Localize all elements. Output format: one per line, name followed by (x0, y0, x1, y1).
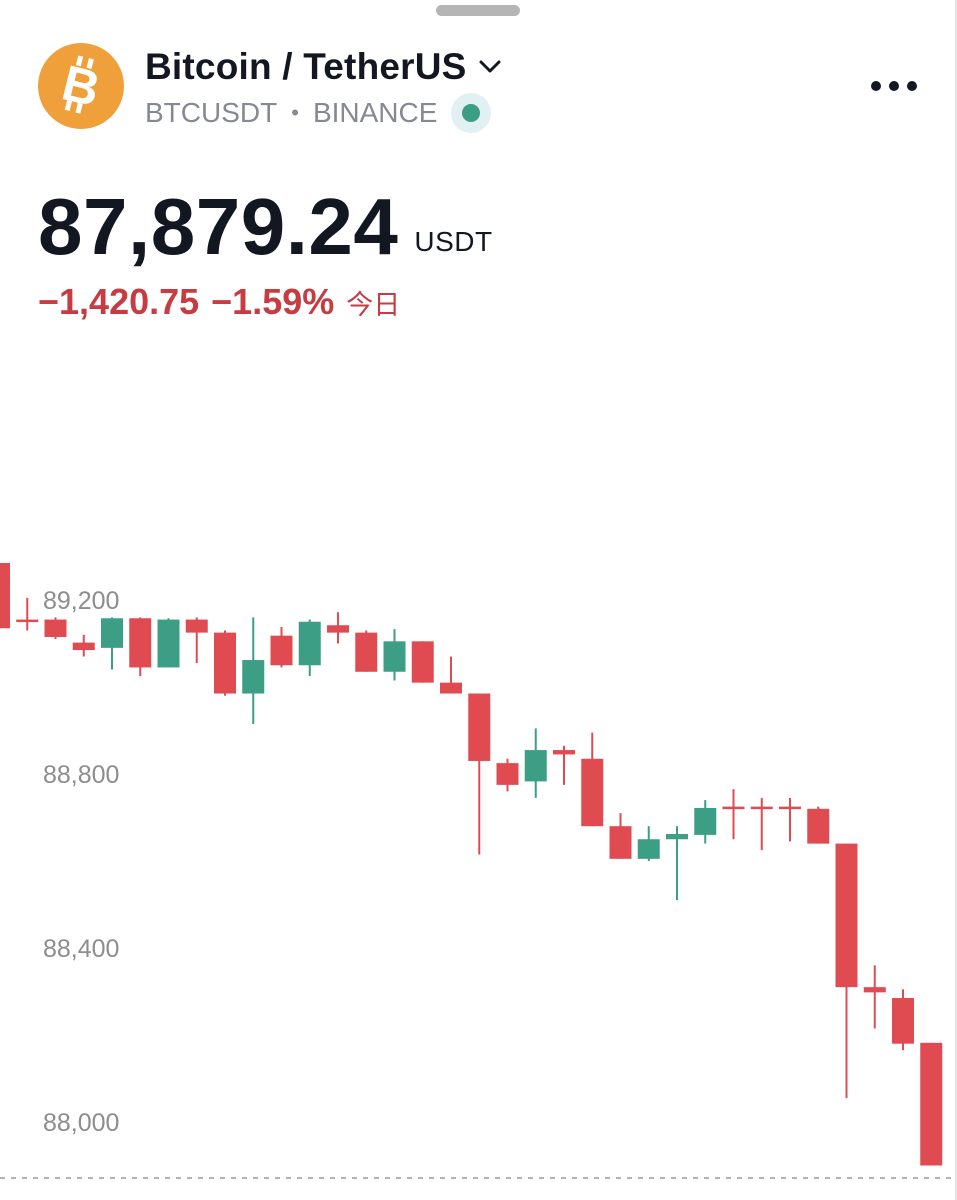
candle (722, 789, 745, 840)
candle-body (298, 621, 321, 666)
candle (637, 826, 660, 861)
candle (807, 806, 830, 844)
candle-body (0, 563, 10, 629)
ticker-label: BTCUSDT (145, 97, 278, 128)
candles (0, 563, 943, 1166)
candle-body (101, 618, 123, 648)
candle-body (440, 682, 462, 694)
exchange-label: BINANCE (312, 97, 438, 128)
candle (892, 989, 914, 1051)
candle-body (609, 826, 632, 859)
candle (242, 617, 265, 724)
candle-body (892, 998, 914, 1044)
candle (44, 617, 67, 640)
candle-body (72, 642, 95, 651)
candle-body (270, 635, 293, 666)
symbol-subtitle: BTCUSDT • BINANCE (145, 93, 492, 133)
candle (411, 641, 434, 683)
candle-body (411, 641, 434, 683)
candle (496, 758, 519, 792)
change-period: 今日 (346, 289, 401, 320)
candle-body (637, 839, 660, 859)
candle-body (779, 806, 801, 810)
change-absolute: −1,420.75 (38, 281, 200, 322)
candle (72, 634, 95, 657)
last-price: 87,879.24 (38, 182, 399, 271)
candle (779, 797, 801, 842)
bitcoin-icon: B (38, 43, 124, 129)
separator-dot: • (291, 100, 299, 125)
candle-body (355, 632, 378, 672)
more-options-button[interactable] (862, 66, 926, 106)
candle (16, 597, 39, 631)
candle-body (327, 625, 349, 633)
change-percent: −1.59% (211, 281, 335, 322)
candle-body (496, 763, 519, 785)
price-chart[interactable]: 89,200 88,800 88,400 88,000 (0, 520, 957, 1200)
candle (920, 1042, 943, 1166)
candle-body (750, 806, 773, 810)
candle-body (524, 750, 547, 782)
candle-body (185, 619, 208, 633)
candle (298, 619, 321, 677)
y-axis-tick-label: 88,400 (43, 935, 119, 963)
candle (327, 612, 349, 644)
candle-body (16, 619, 39, 623)
candle (694, 800, 717, 844)
candle-body (44, 619, 67, 637)
candle (101, 617, 123, 670)
candle-body (920, 1042, 943, 1166)
price-row: 87,879.24 USDT (38, 184, 493, 270)
candle (0, 563, 10, 629)
sheet-grab-handle[interactable] (436, 5, 520, 16)
sheet-edge (955, 0, 957, 1200)
candle-body (581, 758, 604, 827)
chevron-down-icon (479, 60, 501, 79)
candle-body (553, 750, 575, 755)
candle-body (129, 618, 152, 668)
candle-body (863, 987, 886, 993)
candle (609, 813, 632, 859)
change-row: −1,420.75 −1.59% 今日 (38, 280, 400, 324)
candle-body (157, 619, 180, 668)
candle (129, 617, 152, 677)
candle (214, 630, 236, 696)
candle-body (383, 641, 406, 672)
market-status-icon (451, 93, 492, 133)
symbol-title: Bitcoin / TetherUS (145, 46, 467, 87)
candle (185, 617, 208, 664)
candle (355, 630, 378, 672)
symbol-selector[interactable]: Bitcoin / TetherUS (145, 43, 501, 91)
candle-body (214, 632, 236, 694)
candle-body (835, 843, 858, 988)
candle (553, 745, 575, 785)
candle (835, 843, 858, 1099)
candle (863, 965, 886, 1029)
candle (157, 618, 180, 668)
candle-body (468, 693, 491, 761)
candle-body (694, 807, 717, 835)
y-axis: 89,200 88,800 88,400 88,000 (43, 587, 119, 1137)
candle (440, 656, 462, 694)
candle (666, 826, 688, 901)
candle (524, 728, 547, 798)
y-axis-tick-label: 88,800 (43, 761, 119, 789)
candle (270, 626, 293, 668)
candle-body (722, 806, 745, 810)
candle-body (242, 660, 265, 694)
candle (468, 693, 491, 855)
y-axis-tick-label: 89,200 (43, 587, 119, 615)
y-axis-tick-label: 88,000 (43, 1109, 119, 1137)
candle (750, 797, 773, 851)
candle-body (666, 834, 688, 840)
candle-body (807, 808, 830, 844)
more-dots-icon (871, 81, 917, 91)
currency-label: USDT (414, 226, 493, 257)
candle (581, 732, 604, 827)
candle (383, 629, 406, 681)
